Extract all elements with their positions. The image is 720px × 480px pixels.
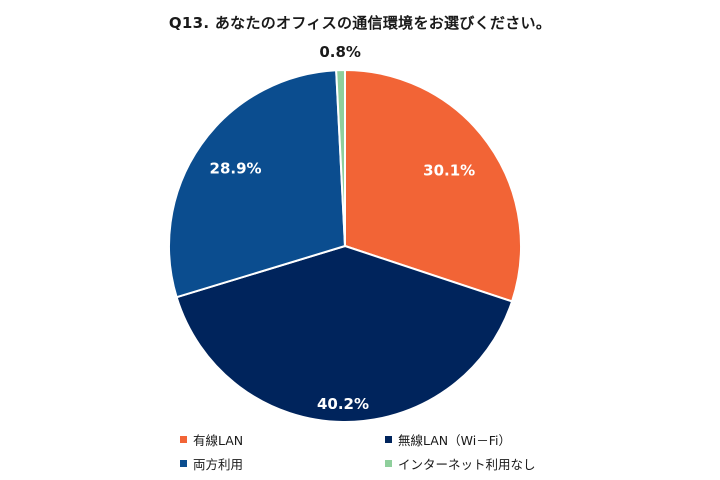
data-label-wired-lan: 30.1% — [423, 161, 475, 179]
data-label-both: 28.9% — [210, 160, 262, 178]
pie-slice-both — [168, 69, 346, 299]
legend-label-wired-lan: 有線LAN — [193, 432, 244, 448]
chart-legend: 有線LAN 無線LAN（Wi－Fi） 両方利用 インターネット利用なし — [180, 431, 600, 472]
legend-label-both: 両方利用 — [193, 456, 244, 472]
legend-label-no-internet: インターネット利用なし — [398, 456, 536, 472]
legend-item-no-internet: インターネット利用なし — [385, 455, 600, 472]
pie-slice-wireless-lan — [175, 245, 514, 423]
pie-slice-no-internet — [335, 68, 346, 247]
legend-swatch-no-internet — [385, 459, 392, 467]
legend-swatch-wireless-lan — [385, 435, 392, 443]
legend-item-wired-lan: 有線LAN — [180, 431, 385, 448]
pie-slice-wired-lan — [344, 69, 522, 303]
legend-item-wireless-lan: 無線LAN（Wi－Fi） — [385, 431, 600, 448]
legend-swatch-wired-lan — [180, 435, 187, 443]
legend-swatch-both — [180, 459, 187, 467]
data-label-wireless-lan: 40.2% — [317, 395, 369, 413]
legend-item-both: 両方利用 — [180, 455, 385, 472]
data-label-no-internet: 0.8% — [319, 43, 361, 61]
pie-data-labels: 30.1% 40.2% 28.9% 0.8% — [210, 43, 476, 413]
pie-slices — [168, 68, 522, 423]
chart-title: Q13. あなたのオフィスの通信環境をお選びください。 — [168, 14, 552, 32]
legend-label-wireless-lan: 無線LAN（Wi－Fi） — [398, 432, 511, 448]
